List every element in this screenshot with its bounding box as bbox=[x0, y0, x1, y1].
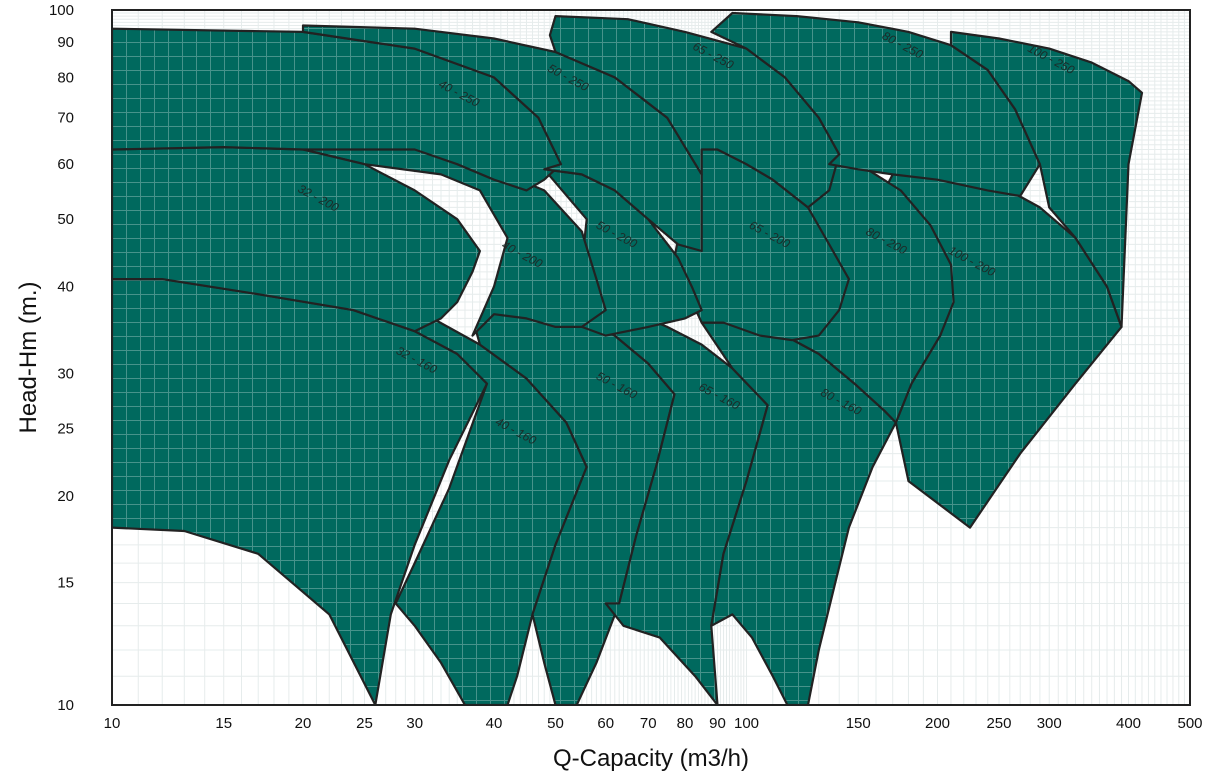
x-tick-label: 80 bbox=[677, 715, 694, 732]
x-tick-label: 30 bbox=[406, 715, 423, 732]
x-axis-ticks: 10 15 20 25 30 40 50 60 70 80 90 100 150 200 250 300 400… bbox=[104, 715, 1203, 732]
y-tick-label: 15 bbox=[57, 575, 74, 592]
x-tick-label: 500 bbox=[1177, 715, 1202, 732]
x-tick-label: 200 bbox=[925, 715, 950, 732]
x-tick-label: 10 bbox=[104, 715, 121, 732]
y-tick-label: 30 bbox=[57, 365, 74, 382]
y-tick-label: 90 bbox=[57, 34, 74, 51]
x-tick-label: 40 bbox=[486, 715, 503, 732]
pump-region-100-250 bbox=[949, 30, 1144, 328]
y-tick-label: 40 bbox=[57, 279, 74, 296]
pump-regions bbox=[112, 11, 1144, 705]
x-axis-title: Q-Capacity (m3/h) bbox=[553, 745, 749, 772]
y-tick-label: 25 bbox=[57, 420, 74, 437]
x-tick-label: 70 bbox=[640, 715, 657, 732]
x-tick-label: 60 bbox=[597, 715, 614, 732]
pump-region-65-160 bbox=[580, 309, 769, 705]
y-tick-label: 10 bbox=[57, 697, 74, 714]
x-tick-label: 300 bbox=[1037, 715, 1062, 732]
y-tick-label: 50 bbox=[57, 211, 74, 228]
x-tick-label: 50 bbox=[547, 715, 564, 732]
y-tick-label: 20 bbox=[57, 488, 74, 505]
y-axis-ticks: 10 15 20 25 30 40 50 60 70 80 90 100 bbox=[49, 2, 74, 714]
y-axis-title: Head-Hm (m.) bbox=[15, 281, 42, 433]
y-tick-label: 60 bbox=[57, 156, 74, 173]
y-tick-label: 100 bbox=[49, 2, 74, 19]
pump-region-32-200 bbox=[112, 146, 481, 333]
x-tick-label: 20 bbox=[295, 715, 312, 732]
x-tick-label: 25 bbox=[356, 715, 373, 732]
plot-frame bbox=[111, 9, 1191, 706]
x-tick-label: 90 bbox=[709, 715, 726, 732]
x-tick-label: 100 bbox=[734, 715, 759, 732]
x-tick-label: 400 bbox=[1116, 715, 1141, 732]
x-tick-label: 150 bbox=[846, 715, 871, 732]
x-tick-label: 250 bbox=[986, 715, 1011, 732]
y-tick-label: 70 bbox=[57, 110, 74, 127]
pump-region-80-250 bbox=[710, 11, 1041, 198]
x-tick-label: 15 bbox=[215, 715, 232, 732]
y-tick-label: 80 bbox=[57, 69, 74, 86]
